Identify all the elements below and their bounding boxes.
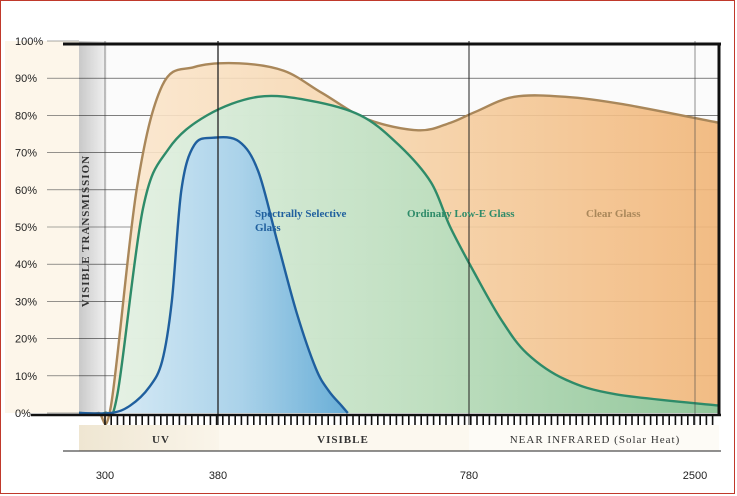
- series-label-clear: Clear Glass: [586, 208, 641, 220]
- series-label-selective: Spectrally Selective Glass: [255, 208, 349, 234]
- band-visible-bg: [219, 425, 469, 451]
- selective-glass-area: [79, 137, 348, 414]
- selective-glass-line: [78, 135, 349, 415]
- ytick-70: 70%: [15, 148, 37, 160]
- series-areas: [78, 61, 720, 425]
- ytick-10: 10%: [15, 371, 37, 383]
- band-uv-label: UV: [152, 434, 170, 446]
- band-nir-label: NEAR INFRARED (Solar Heat): [510, 434, 681, 446]
- clear-glass-line: [78, 61, 720, 425]
- band-visible-label: VISIBLE: [317, 434, 369, 446]
- xtick-780: 780: [460, 470, 478, 482]
- xtick-380: 380: [209, 470, 227, 482]
- ytick-60: 60%: [15, 185, 37, 197]
- series-label-selective-line1: Spectrally Selective: [255, 208, 346, 220]
- ytick-20: 20%: [15, 334, 37, 346]
- xtick-2500: 2500: [683, 470, 707, 482]
- ytick-0: 0%: [15, 408, 31, 420]
- ytick-50: 50%: [15, 222, 37, 234]
- band-uv-bg: [79, 425, 219, 451]
- ytick-40: 40%: [15, 259, 37, 271]
- lowe-glass-line: [78, 94, 720, 417]
- ytick-80: 80%: [15, 110, 37, 122]
- ytick-100: 100%: [15, 36, 43, 48]
- y-tick-labels: 0% 10% 20% 30% 40% 50% 60% 70% 80% 90% 100%: [15, 36, 79, 420]
- y-axis-title: VISIBLE TRANSMISSION: [80, 155, 92, 307]
- band-nir-bg: [469, 425, 719, 451]
- tick-ruler: [104, 415, 714, 425]
- ytick-90: 90%: [15, 73, 37, 85]
- series-label-selective-line2: Glass: [255, 222, 281, 234]
- xtick-300: 300: [96, 470, 114, 482]
- ytick-30: 30%: [15, 296, 37, 308]
- series-label-lowe: Ordinary Low-E Glass: [407, 208, 515, 220]
